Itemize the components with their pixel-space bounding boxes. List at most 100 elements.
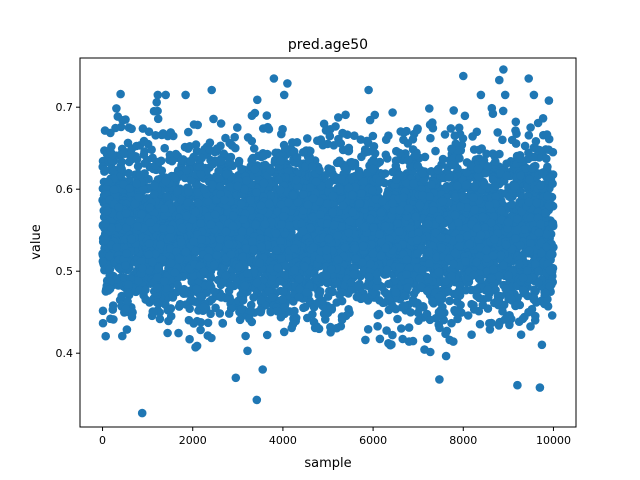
scatter-point	[542, 154, 551, 163]
scatter-point	[425, 315, 435, 325]
scatter-point	[293, 182, 303, 191]
scatter-point	[260, 160, 270, 170]
scatter-point	[303, 134, 312, 143]
scatter-point	[335, 156, 344, 166]
scatter-point	[544, 202, 553, 211]
scatter-point	[290, 306, 299, 316]
scatter-point	[488, 109, 498, 118]
scatter-point	[288, 320, 298, 329]
scatter-point	[153, 90, 163, 100]
scatter-point	[391, 156, 401, 165]
scatter-point	[174, 302, 184, 311]
scatter-point	[177, 156, 187, 165]
scatter-point	[502, 159, 511, 168]
scatter-point	[511, 117, 521, 127]
scatter-point	[132, 141, 141, 151]
scatter-point	[521, 164, 530, 173]
scatter-point	[241, 331, 250, 341]
scatter-point	[357, 258, 367, 267]
scatter-point	[157, 255, 167, 264]
scatter-point	[347, 157, 356, 167]
scatter-point	[426, 133, 435, 143]
scatter-point	[185, 334, 194, 344]
scatter-point	[144, 127, 154, 136]
scatter-point	[324, 179, 334, 189]
scatter-point	[530, 316, 540, 325]
scatter-point	[450, 131, 460, 140]
scatter-point	[365, 115, 375, 125]
scatter-point	[494, 321, 504, 330]
scatter-point	[412, 150, 421, 160]
scatter-point	[493, 128, 503, 137]
scatter-point	[547, 311, 557, 320]
scatter-point	[325, 131, 335, 141]
scatter-point	[209, 114, 218, 124]
scatter-point	[472, 291, 482, 301]
scatter-point	[498, 135, 507, 145]
scatter-point	[264, 199, 274, 208]
scatter-point	[196, 325, 205, 335]
scatter-point	[336, 184, 345, 194]
scatter-point	[108, 305, 118, 314]
scatter-point	[338, 129, 347, 138]
scatter-point	[422, 334, 432, 344]
scatter-point	[336, 321, 346, 331]
scatter-point	[158, 129, 168, 138]
scatter-point	[382, 191, 392, 200]
scatter-point	[373, 322, 382, 331]
scatter-point	[278, 124, 287, 134]
scatter-point	[162, 283, 171, 293]
scatter-point	[388, 108, 397, 117]
scatter-point	[113, 223, 123, 232]
scatter-point	[280, 260, 289, 270]
scatter-point	[233, 123, 242, 132]
scatter-point	[530, 285, 539, 294]
scatter-point	[105, 264, 115, 274]
scatter-point	[166, 304, 176, 313]
scatter-point	[397, 324, 406, 333]
scatter-point	[189, 319, 198, 328]
scatter-point	[351, 254, 361, 263]
scatter-point	[359, 177, 369, 186]
scatter-point	[475, 319, 485, 329]
scatter-point	[399, 128, 409, 137]
scatter-point	[228, 272, 237, 281]
scatter-point	[384, 279, 393, 289]
scatter-point	[122, 325, 132, 334]
scatter-point	[231, 373, 241, 383]
scatter-point	[478, 300, 488, 310]
scatter-point	[473, 172, 483, 181]
scatter-point	[500, 90, 510, 100]
scatter-point	[426, 167, 436, 176]
scatter-point	[212, 251, 222, 260]
scatter-point	[537, 340, 547, 350]
scatter-point	[301, 302, 310, 312]
scatter-point	[167, 156, 177, 166]
scatter-point	[219, 149, 228, 158]
scatter-point	[101, 331, 110, 341]
scatter-point	[246, 306, 255, 316]
scatter-point	[221, 133, 230, 143]
scatter-point	[507, 135, 517, 145]
scatter-point	[212, 144, 222, 153]
scatter-point	[447, 318, 456, 328]
scatter-point	[127, 124, 136, 134]
scatter-point	[280, 303, 289, 312]
scatter-point	[250, 108, 260, 118]
scatter-point	[438, 154, 448, 164]
scatter-point	[263, 122, 273, 132]
scatter-point	[174, 328, 183, 338]
scatter-point	[500, 315, 510, 324]
scatter-point	[187, 295, 196, 304]
scatter-point	[386, 340, 395, 350]
scatter-point	[151, 131, 160, 140]
scatter-point	[279, 90, 289, 100]
scatter-point	[404, 323, 414, 332]
scatter-point	[345, 216, 355, 226]
scatter-point	[191, 246, 200, 256]
scatter-point	[491, 192, 501, 201]
scatter-point	[163, 328, 172, 338]
scatter-point	[98, 318, 108, 328]
scatter-point	[534, 153, 544, 162]
scatter-point	[215, 182, 225, 191]
